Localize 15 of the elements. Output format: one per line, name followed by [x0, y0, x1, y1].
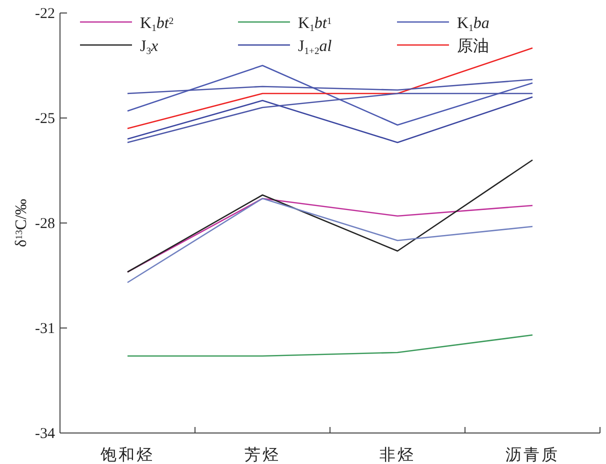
y-tick-label: -25	[35, 111, 55, 127]
x-tick-label: 非烃	[380, 446, 416, 464]
legend-label: 原油	[457, 37, 489, 55]
y-tick-label: -31	[35, 321, 55, 337]
legend-label: J$_{1+2}$al	[298, 38, 332, 56]
legend-label: K$_{1}$bt$^{2}$	[140, 15, 174, 34]
legend-label: K$_{1}$ba	[457, 15, 490, 34]
x-tick-label: 芳烃	[244, 446, 280, 464]
legend-label: J$_{3}$x	[140, 38, 158, 56]
x-tick-label: 沥青质	[506, 446, 560, 464]
y-tick-label: -34	[35, 426, 56, 442]
y-tick-label: -28	[35, 216, 55, 232]
x-tick-label: 饱和烃	[100, 446, 154, 464]
y-tick-label: -22	[35, 6, 55, 22]
legend-label: K$_{1}$bt$^{1}$	[298, 15, 332, 34]
